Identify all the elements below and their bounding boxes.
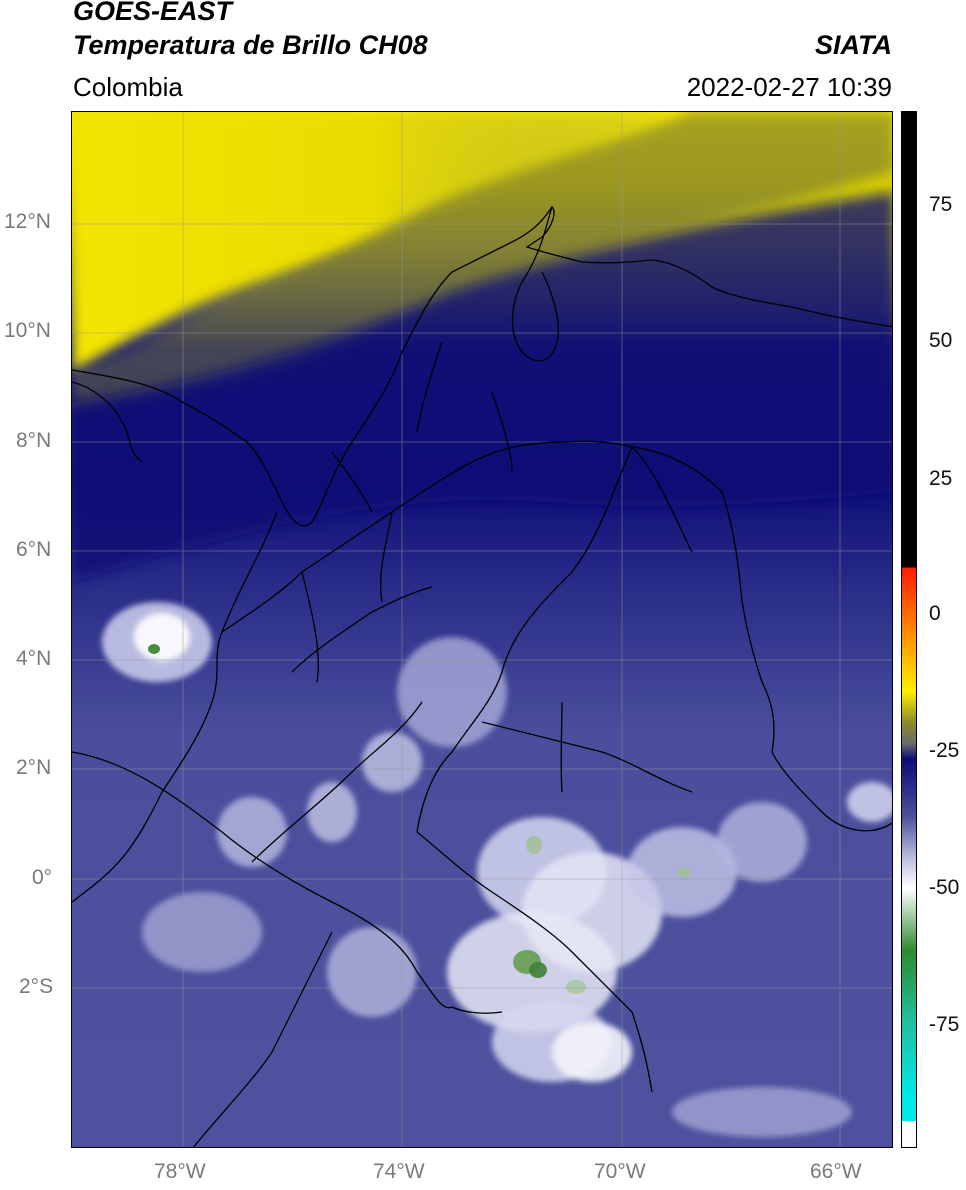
source-label: SIATA	[815, 30, 892, 60]
cold-cloud-tops	[148, 644, 691, 994]
datetime-label: 2022-02-27 10:39	[686, 72, 892, 102]
convective-clouds	[102, 602, 892, 1137]
colorbar-tick-minus50: -50	[929, 876, 960, 899]
colorbar-tick-minus75: -75	[929, 1013, 960, 1036]
region-label: Colombia	[73, 72, 183, 102]
lat-label-2N: 2°N	[16, 756, 52, 779]
lat-label-2S: 2°S	[19, 975, 54, 998]
lon-label-74W: 74°W	[373, 1160, 425, 1183]
gridlines	[72, 112, 892, 1147]
lat-label-0: 0°	[32, 866, 53, 889]
lon-label-78W: 78°W	[154, 1160, 206, 1183]
lon-label-66W: 66°W	[810, 1160, 862, 1183]
product-title: Temperatura de Brillo CH08	[73, 30, 428, 60]
coastlines-and-borders	[72, 205, 892, 1147]
satellite-title: GOES-EAST	[73, 0, 233, 26]
colorbar	[901, 111, 917, 1148]
lat-label-8N: 8°N	[16, 429, 52, 452]
cold-moist-band	[72, 192, 892, 582]
lat-label-10N: 10°N	[4, 319, 51, 342]
lat-label-6N: 6°N	[16, 538, 52, 561]
transition-band	[72, 112, 892, 412]
dry-air-band	[72, 112, 672, 372]
map-panel	[71, 111, 893, 1148]
colorbar-tick-75: 75	[929, 193, 953, 216]
colorbar-tick-0: 0	[929, 602, 941, 625]
brightness-temperature-map	[72, 112, 892, 1147]
colorbar-tick-25: 25	[929, 467, 953, 490]
lon-label-70W: 70°W	[594, 1160, 646, 1183]
colorbar-tick-minus25: -25	[929, 739, 960, 762]
lat-label-4N: 4°N	[16, 647, 52, 670]
lat-label-12N: 12°N	[4, 210, 51, 233]
colorbar-tick-50: 50	[929, 329, 953, 352]
